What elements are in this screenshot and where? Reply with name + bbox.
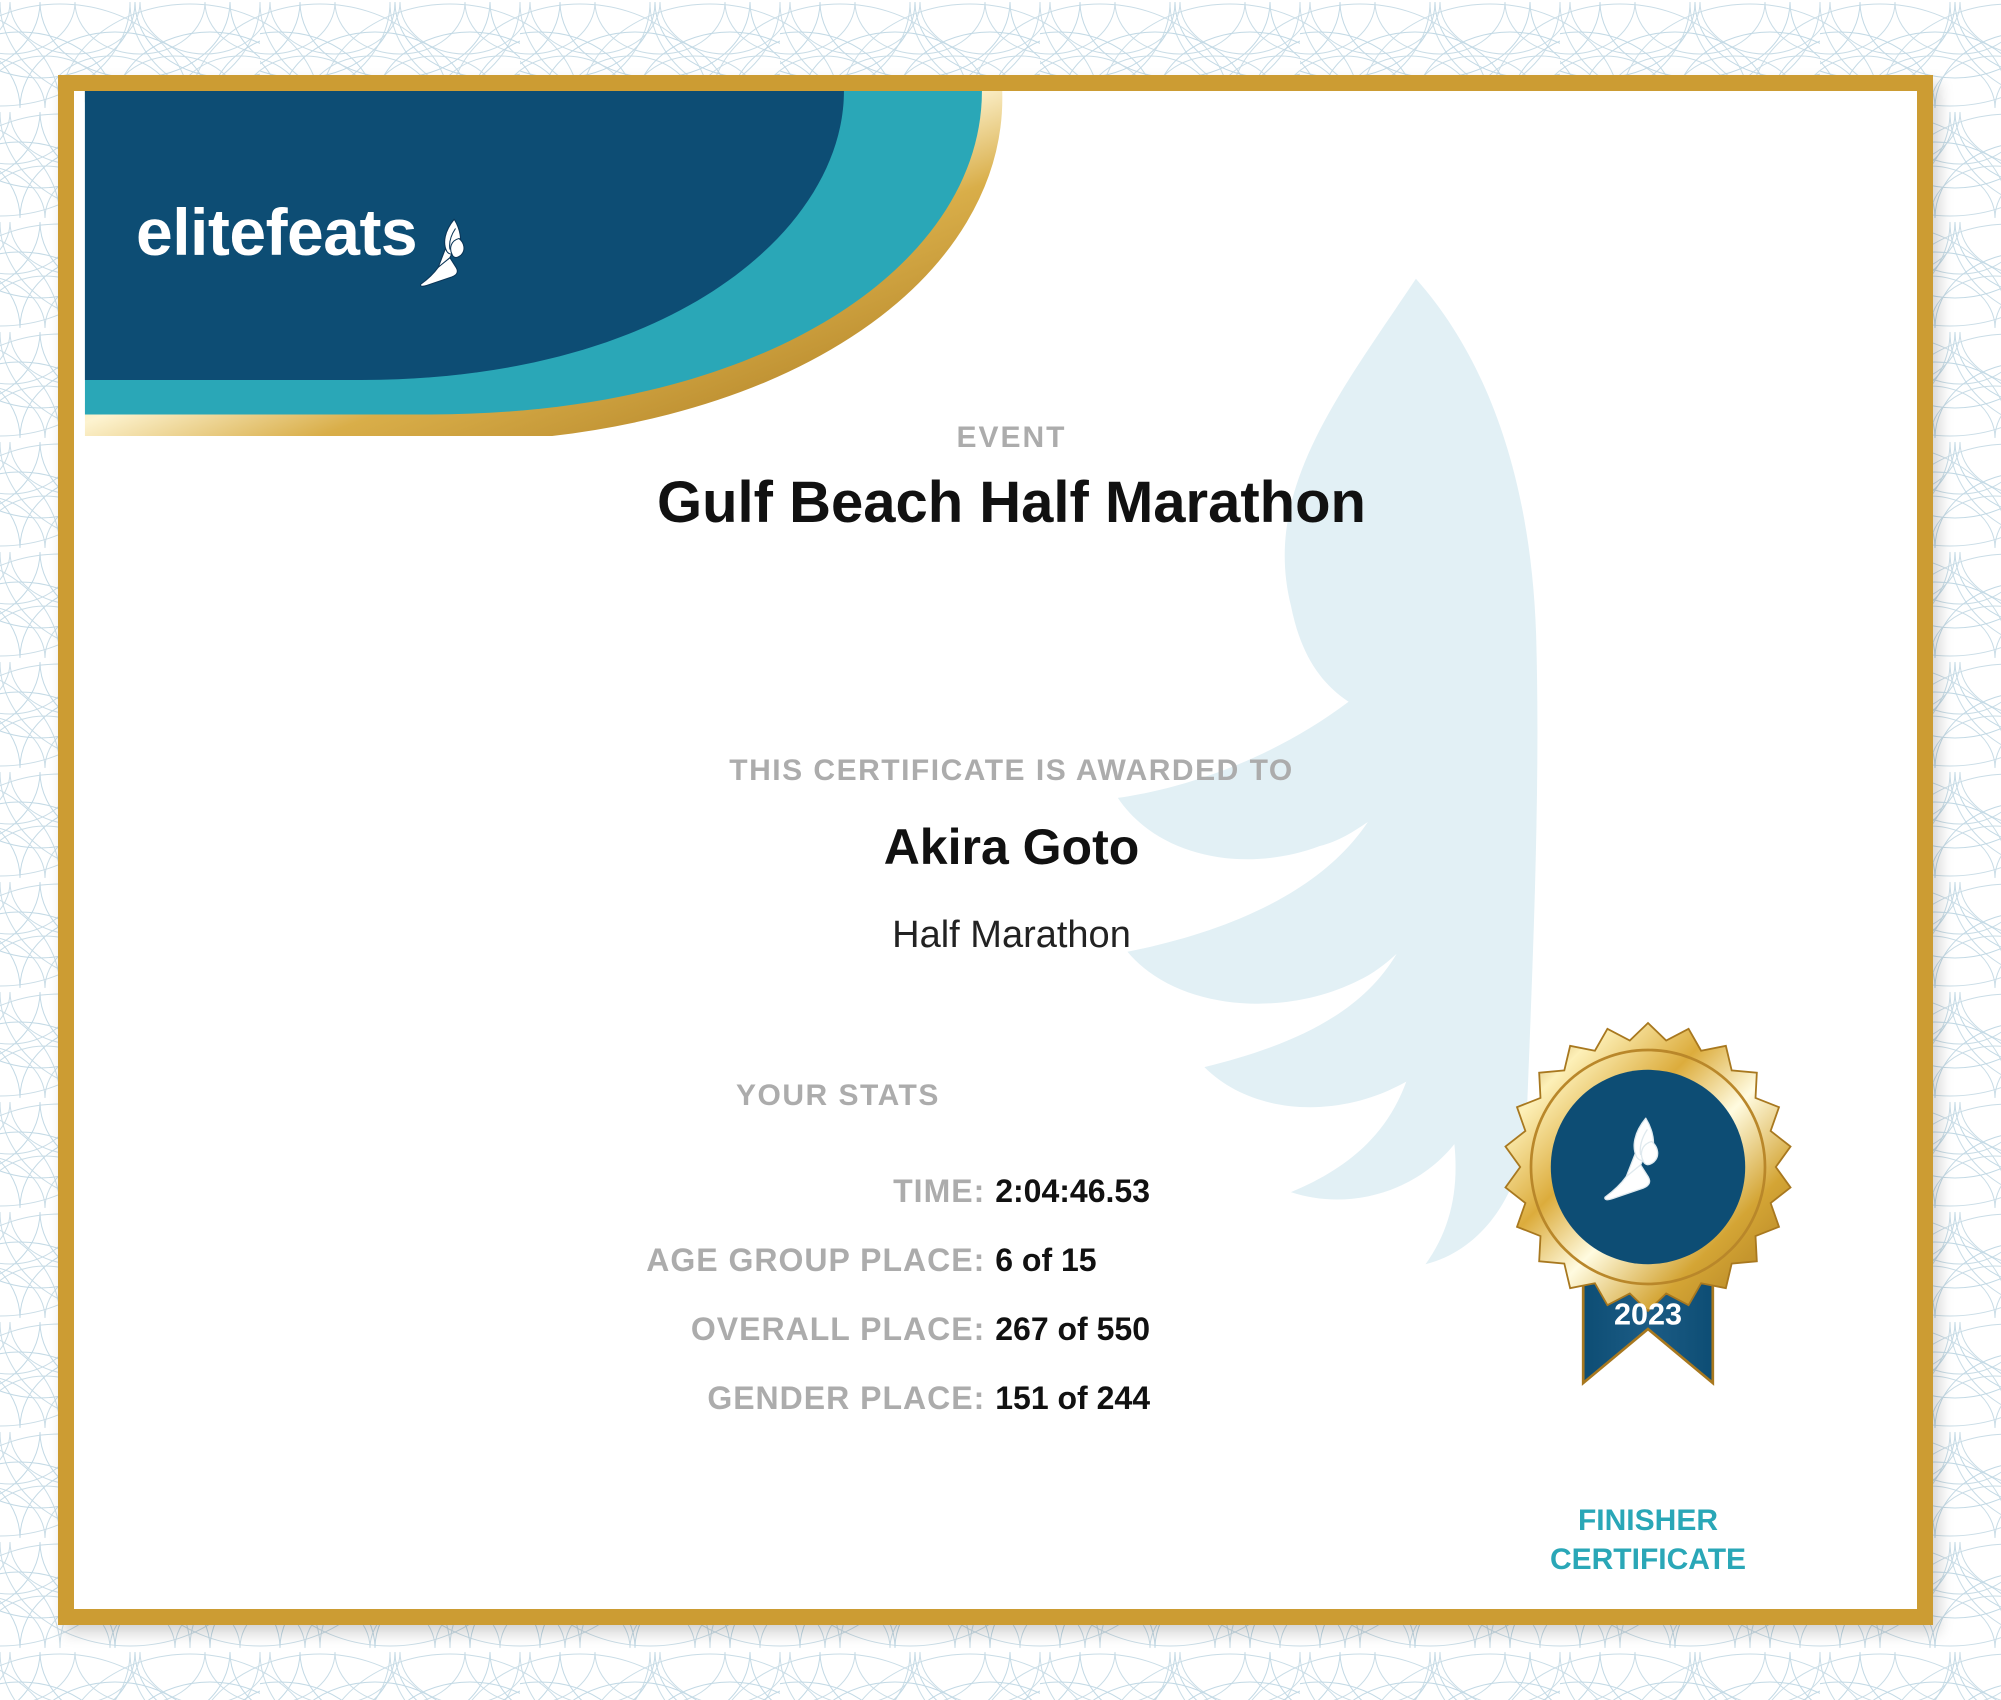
- svg-text:2023: 2023: [1614, 1298, 1682, 1332]
